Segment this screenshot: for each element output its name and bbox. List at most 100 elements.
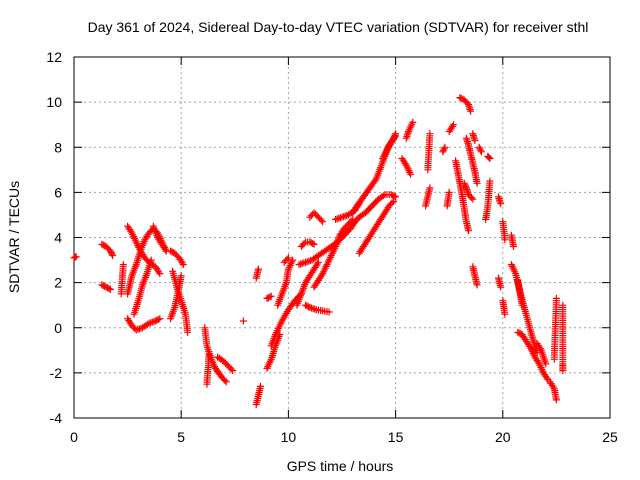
series-s01 — [70, 253, 80, 262]
y-tick-label: 10 — [46, 94, 62, 110]
x-tick-label: 0 — [70, 429, 78, 445]
series-s31 — [355, 197, 397, 257]
series-s49 — [482, 177, 494, 223]
point-markers — [402, 118, 417, 142]
point-markers — [424, 130, 434, 174]
point-markers — [70, 253, 80, 262]
series-s34 — [379, 132, 400, 162]
point-markers — [546, 378, 560, 404]
series-s19 — [263, 331, 284, 372]
series-s27 — [302, 301, 333, 316]
y-tick-label: -4 — [50, 410, 63, 426]
point-markers — [550, 294, 560, 363]
series-s18 — [252, 265, 262, 282]
point-markers — [469, 263, 481, 289]
point-markers — [533, 340, 550, 368]
point-markers — [422, 184, 434, 210]
point-markers — [445, 121, 457, 135]
point-markers — [124, 315, 164, 334]
series-s17 — [252, 382, 264, 408]
point-markers — [280, 254, 292, 266]
series-s06 — [124, 315, 164, 334]
series-s32 — [349, 191, 400, 228]
point-markers — [559, 301, 567, 375]
series-s46 — [469, 130, 479, 144]
point-markers — [499, 218, 509, 244]
point-markers — [456, 94, 475, 115]
x-tick-label: 5 — [177, 429, 185, 445]
point-markers — [398, 155, 415, 178]
point-markers — [274, 256, 297, 309]
y-tick-label: 4 — [54, 230, 62, 246]
series-s10 — [167, 247, 187, 269]
point-markers — [484, 152, 494, 162]
point-markers — [302, 301, 333, 316]
point-markers — [443, 188, 453, 210]
series-s44 — [460, 179, 477, 203]
y-tick-label: 8 — [54, 139, 62, 155]
point-markers — [349, 191, 400, 228]
x-tick-label: 10 — [281, 429, 297, 445]
series-s57 — [514, 328, 552, 384]
point-markers — [167, 272, 185, 323]
series-s35 — [402, 118, 417, 142]
chart-title: Day 361 of 2024, Sidereal Day-to-day VTE… — [88, 19, 589, 35]
point-markers — [214, 353, 237, 375]
series-s14 — [203, 351, 213, 388]
point-markers — [462, 134, 481, 187]
series-s43 — [456, 94, 475, 115]
series-s21 — [263, 292, 275, 302]
y-tick-label: 6 — [54, 184, 62, 200]
series-s38 — [422, 184, 434, 210]
point-markers — [98, 240, 117, 259]
point-markers — [297, 238, 318, 250]
point-markers — [495, 274, 505, 291]
series-s51 — [495, 193, 505, 208]
point-markers — [239, 317, 247, 325]
point-markers — [98, 281, 114, 293]
series-s53 — [499, 218, 509, 244]
point-markers — [149, 222, 170, 255]
series-s47 — [469, 263, 481, 289]
x-axis-label: GPS time / hours — [287, 458, 394, 474]
point-markers — [514, 276, 526, 309]
point-markers — [306, 209, 327, 226]
series-s59 — [533, 340, 550, 368]
series-s54 — [499, 297, 509, 318]
series-s42 — [452, 157, 472, 235]
series-s37 — [424, 130, 434, 174]
point-markers — [514, 328, 552, 384]
y-tick-label: -2 — [50, 365, 63, 381]
point-markers — [495, 193, 505, 208]
series-s15 — [214, 353, 237, 375]
point-markers — [167, 247, 187, 269]
point-markers — [355, 197, 397, 257]
series-s29 — [310, 215, 357, 291]
point-markers — [469, 130, 479, 144]
series-s28 — [306, 209, 327, 226]
x-tick-label: 15 — [388, 429, 404, 445]
point-markers — [460, 179, 477, 203]
axis-ticks: 0 5 10 15 20 25 -4 -2 0 2 4 6 8 10 12 — [46, 49, 618, 445]
series-s62 — [559, 301, 567, 375]
point-markers — [252, 382, 264, 408]
series-s55 — [507, 231, 517, 250]
series-s41 — [445, 121, 457, 135]
point-markers — [439, 143, 449, 156]
series-s50 — [484, 152, 494, 162]
point-markers — [507, 231, 517, 250]
series-s16 — [239, 317, 247, 325]
series-s22 — [274, 256, 297, 309]
series-s40 — [443, 188, 453, 210]
point-markers — [293, 258, 322, 309]
series-s23 — [280, 254, 292, 266]
point-markers — [130, 256, 155, 318]
series-s08 — [130, 256, 155, 318]
x-tick-label: 25 — [602, 429, 618, 445]
point-markers — [263, 331, 284, 372]
y-tick-label: 12 — [46, 49, 62, 65]
series-s04 — [117, 261, 127, 298]
series-s48 — [475, 143, 485, 156]
data-points — [70, 94, 567, 408]
